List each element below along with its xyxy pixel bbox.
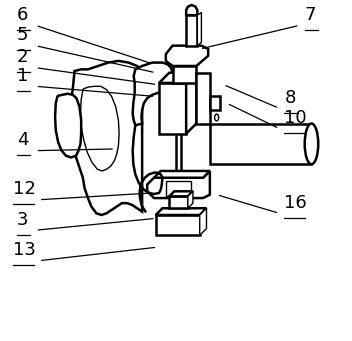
Text: 3: 3 (17, 210, 28, 228)
Polygon shape (166, 181, 191, 196)
Polygon shape (156, 215, 200, 235)
Text: 1: 1 (17, 66, 28, 85)
Polygon shape (55, 94, 81, 158)
Polygon shape (200, 208, 207, 235)
Text: 2: 2 (17, 48, 28, 66)
Polygon shape (133, 63, 172, 125)
Polygon shape (210, 123, 312, 164)
Polygon shape (210, 97, 220, 110)
Text: 4: 4 (17, 131, 28, 149)
Polygon shape (172, 66, 196, 83)
Ellipse shape (305, 123, 318, 164)
Polygon shape (196, 73, 210, 123)
Polygon shape (169, 196, 188, 208)
Text: 6: 6 (17, 6, 28, 24)
Polygon shape (166, 46, 208, 66)
Text: 7: 7 (305, 6, 316, 24)
Polygon shape (186, 15, 197, 46)
Polygon shape (147, 171, 210, 198)
Text: 13: 13 (13, 241, 36, 259)
Polygon shape (169, 191, 193, 196)
Polygon shape (159, 83, 186, 134)
Polygon shape (186, 5, 197, 15)
Polygon shape (81, 86, 119, 171)
Polygon shape (197, 13, 201, 46)
Text: 12: 12 (13, 180, 36, 198)
Polygon shape (188, 191, 193, 208)
Polygon shape (154, 171, 210, 178)
Ellipse shape (215, 114, 219, 121)
Text: 16: 16 (284, 194, 307, 212)
Polygon shape (186, 73, 196, 134)
Text: 5: 5 (17, 26, 28, 44)
Text: 8: 8 (284, 89, 296, 107)
Text: 10: 10 (284, 109, 307, 127)
Polygon shape (156, 208, 207, 215)
Polygon shape (69, 61, 142, 215)
Polygon shape (159, 73, 196, 83)
